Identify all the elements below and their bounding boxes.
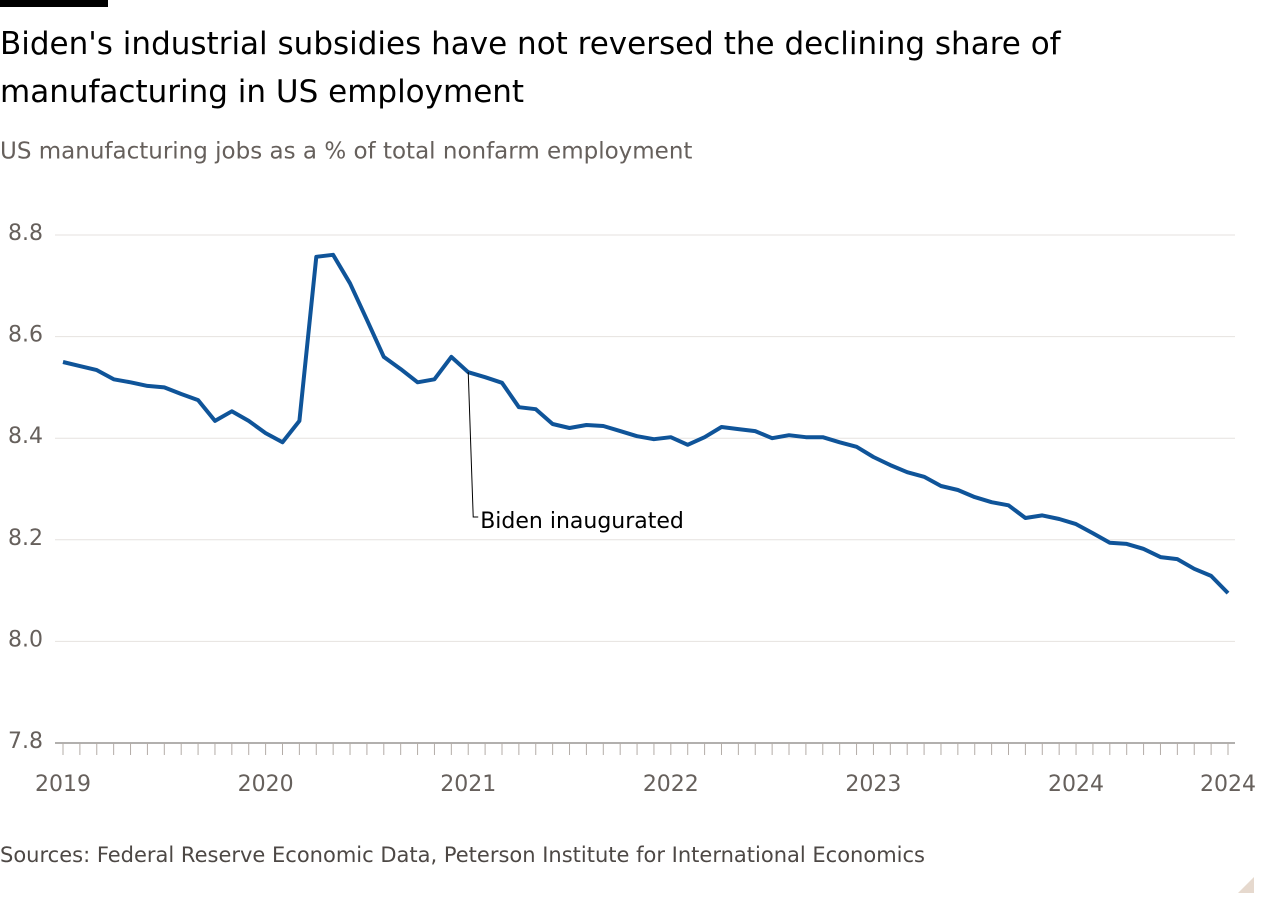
x-tick-label: 2022 <box>643 772 699 797</box>
annotation-line <box>467 372 479 518</box>
corner <box>1238 877 1254 893</box>
x-tick-label: 2024 <box>1200 772 1256 797</box>
x-tick-label: 2023 <box>845 772 901 797</box>
y-tick-label: 8.2 <box>8 526 43 551</box>
y-tick-label: 7.8 <box>8 729 43 754</box>
x-tick-label: 2020 <box>238 772 294 797</box>
x-tick-label: 2021 <box>440 772 496 797</box>
chart-title: Biden's industrial subsidies have not re… <box>0 26 1061 110</box>
x-tick-label: 2019 <box>35 772 91 797</box>
chart-subtitle: US manufacturing jobs as a % of total no… <box>0 139 692 165</box>
y-tick-label: 8.4 <box>8 424 43 449</box>
line <box>62 252 1230 595</box>
y-tick-label: 8.8 <box>8 221 43 246</box>
source: Sources: Federal Reserve Economic Data, … <box>0 843 925 867</box>
y-tick-label: 8.0 <box>8 627 43 652</box>
brand-bar <box>0 0 108 7</box>
title-box: Biden's industrial subsidies have not re… <box>0 26 1061 110</box>
y-tick-label: 8.6 <box>8 323 43 348</box>
x-tick-label: 2024 <box>1048 772 1104 797</box>
annotation: Biden inaugurated <box>480 509 684 534</box>
